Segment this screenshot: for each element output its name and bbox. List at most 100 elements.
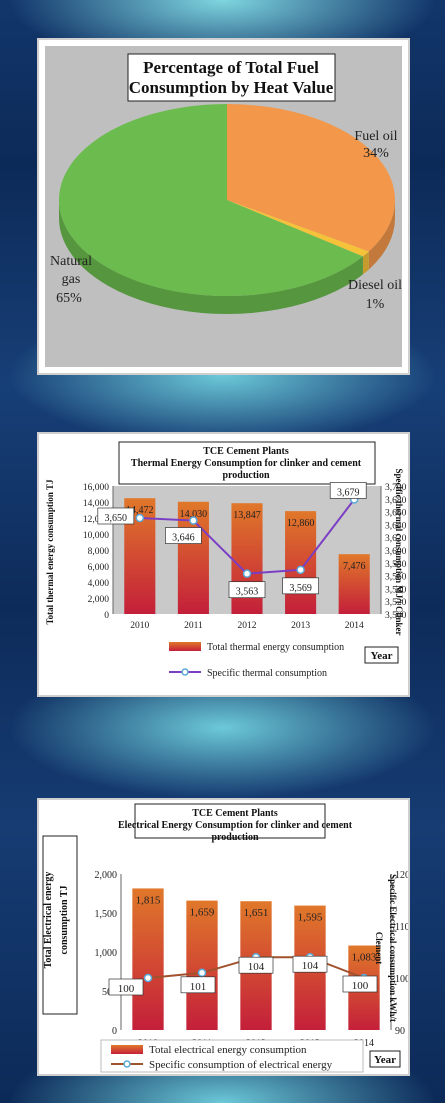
y-tick-label: 16,000 [83, 483, 109, 493]
pie-label-name: Natural [50, 254, 92, 269]
pie-label-value: 34% [363, 146, 389, 161]
line-label-box [180, 976, 216, 994]
pie-title-line: Consumption by Heat Value [129, 78, 334, 97]
pie-slice-side [368, 200, 395, 270]
bar-data-label: 14,472 [126, 505, 154, 516]
x-tick-label: 2014 [354, 1038, 374, 1049]
legend-swatch-bar [169, 642, 201, 651]
legend-swatch-point [181, 668, 189, 676]
x-axis-title: Year [371, 650, 393, 662]
y2-tick-label: 110 [395, 922, 408, 933]
y-axis-title: consumption TJ [59, 885, 70, 954]
y2-tick-label: 3,500 [385, 611, 407, 621]
pie-slice-diesel-oil [227, 200, 369, 257]
line-label-box [108, 978, 144, 996]
y2-tick-label: 3,600 [385, 547, 407, 557]
line-data-label: 104 [248, 961, 265, 973]
line-point [296, 565, 305, 575]
y2-axis-title: Clement [374, 932, 384, 965]
x-axis-title: Year [374, 1054, 396, 1066]
line-data-label: 101 [190, 981, 207, 993]
line-data-label: 100 [118, 983, 135, 995]
line-data-label: 3,650 [105, 513, 128, 524]
x-tick-label: 2011 [184, 621, 203, 631]
line-data-label: 3,679 [337, 487, 360, 498]
line-label-box [97, 507, 135, 525]
chart-title-line: production [222, 470, 269, 481]
pie-slice-fuel-oil [227, 104, 396, 252]
y-tick-label: 2,000 [95, 870, 118, 881]
y-tick-label: 14,000 [83, 499, 109, 509]
y2-tick-label: 3,580 [385, 560, 407, 570]
pie-label-name: Diesel oil [348, 278, 402, 293]
chart-title-line: TCE Cement Plants [203, 446, 289, 457]
bar [338, 554, 370, 614]
line-label-box [228, 581, 266, 599]
x-axis-title-box [364, 646, 399, 664]
bar-data-label: 7,476 [343, 561, 366, 572]
y2-tick-label: 3,560 [385, 573, 407, 583]
y-axis-title: Total thermal energy consumption TJ [45, 479, 55, 625]
line-label-box [342, 975, 378, 993]
line-data-label: 104 [302, 960, 319, 972]
pie-title-box [127, 53, 336, 102]
line-data-label: 3,569 [289, 583, 312, 594]
bar-data-label: 1,651 [244, 907, 269, 919]
bar-data-label: 13,847 [233, 510, 261, 521]
x-tick-label: 2014 [345, 621, 364, 631]
legend-label: Total thermal energy consumption [207, 642, 344, 653]
y2-tick-label: 100 [395, 974, 408, 985]
chart-title-line: production [211, 832, 258, 843]
y-tick-label: 4,000 [88, 579, 110, 589]
chart-title-line: Thermal Energy Consumption for clinker a… [131, 458, 362, 469]
y2-tick-label: 3,700 [385, 483, 407, 493]
y-tick-label: 2,000 [88, 595, 110, 605]
chart-title-box [118, 441, 376, 485]
legend-swatch-point [123, 1060, 131, 1068]
y-axis-title-box [42, 835, 78, 1015]
bar-data-label: 1,815 [136, 894, 161, 906]
y2-tick-label: 3,540 [385, 585, 407, 595]
y2-tick-label: 3,680 [385, 496, 407, 506]
line-point [189, 516, 198, 525]
legend-box [100, 1039, 364, 1073]
pie-title-line: Percentage of Total Fuel [143, 58, 319, 77]
legend-label: Specific consumption of electrical energ… [149, 1059, 333, 1071]
bar-data-label: 1,595 [298, 912, 323, 924]
y2-tick-label: 3,640 [385, 521, 407, 531]
y-tick-label: 0 [104, 611, 109, 621]
y-tick-label: 8,000 [88, 547, 110, 557]
y-tick-label: 1,500 [95, 909, 118, 920]
chart-title-line: Electrical Energy Consumption for clinke… [118, 820, 353, 831]
y-axis-title: Total Electrical energy [43, 872, 54, 969]
legend-swatch-bar [111, 1045, 143, 1054]
legend-label: Total electrical energy consumption [149, 1044, 307, 1056]
pie-slice-side [362, 251, 369, 275]
bar [285, 511, 317, 614]
line-label-box [238, 956, 274, 974]
line-point [242, 569, 252, 578]
y2-tick-label: 3,520 [385, 598, 407, 608]
line-label-box [329, 482, 367, 499]
y-tick-label: 1,000 [95, 948, 118, 959]
bar-data-label: 14,030 [180, 509, 208, 520]
line-point [197, 968, 207, 978]
x-tick-label: 2010 [130, 621, 149, 631]
y2-tick-label: 90 [395, 1026, 405, 1037]
line-data-label: 3,646 [172, 533, 195, 544]
bar [132, 888, 164, 1030]
chart-title-line: TCE Cement Plants [192, 808, 278, 819]
y2-tick-label: 3,620 [385, 534, 407, 544]
y-tick-label: 0 [112, 1026, 117, 1037]
bar-data-label: 1,083 [352, 952, 377, 964]
pie-slice-natural-gas [59, 104, 363, 296]
pie-label-value: 65% [56, 291, 82, 306]
line-label-box [292, 955, 328, 973]
thermal-chart-panel: TCE Cement Plants Thermal Energy Consumpt… [37, 432, 410, 697]
y2-tick-label: 3,660 [385, 509, 407, 519]
line-data-label: 100 [352, 980, 369, 992]
y2-axis-title: Specific thermal consumption MJ/t Clinke… [394, 469, 404, 636]
